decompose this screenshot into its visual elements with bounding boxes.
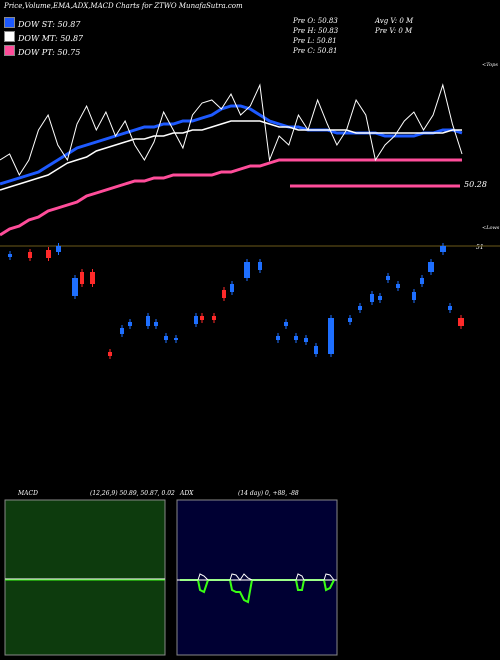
avg-volume: Avg V: 0 M (375, 17, 414, 25)
pre-volume: Pre V: 0 M (375, 27, 413, 35)
adx-params: (14 day) 0, +88, -88 (238, 490, 299, 497)
adx-title: ADX (180, 490, 194, 497)
series-line-dow-st (0, 104, 463, 186)
legend-label-st: DOW ST: 50.87 (18, 20, 81, 29)
ohlc-open: Pre O: 50.83 (293, 17, 338, 25)
ohlc-high: Pre H: 50.83 (293, 27, 339, 35)
tops-label: <Tops (482, 62, 498, 68)
ema-lines (0, 83, 463, 237)
legend-label-mt: DOW MT: 50.87 (18, 34, 84, 43)
legend-swatch-mt (4, 31, 15, 42)
series-line-price (0, 83, 463, 177)
legend-swatch-pt (4, 45, 15, 56)
lows-label: <Lows (482, 225, 500, 231)
legend-dow-pt: DOW PT: 50.75 (4, 45, 81, 57)
adx-panel (176, 499, 338, 656)
level-51-label: 51 (476, 244, 484, 251)
legend-swatch-st (4, 17, 15, 28)
last-price-label: 50.28 (464, 180, 487, 189)
macd-panel (4, 499, 166, 656)
ohlc-low: Pre L: 50.81 (293, 37, 337, 45)
ohlc-close: Pre C: 50.81 (293, 47, 338, 55)
legend-dow-mt: DOW MT: 50.87 (4, 31, 84, 43)
macd-title: MACD (18, 490, 38, 497)
macd-params: (12,26,9) 50.89, 50.87, 0.02 (90, 490, 175, 497)
legend-dow-st: DOW ST: 50.87 (4, 17, 81, 29)
adx-plus-di-line (180, 573, 335, 581)
volume-candles (8, 243, 464, 359)
chart-title: Price,Volume,EMA,ADX,MACD Charts for ZTW… (4, 2, 243, 10)
series-line-dow-pt (0, 158, 462, 237)
series-line-dow-mt (0, 120, 462, 191)
legend-label-pt: DOW PT: 50.75 (18, 48, 81, 57)
